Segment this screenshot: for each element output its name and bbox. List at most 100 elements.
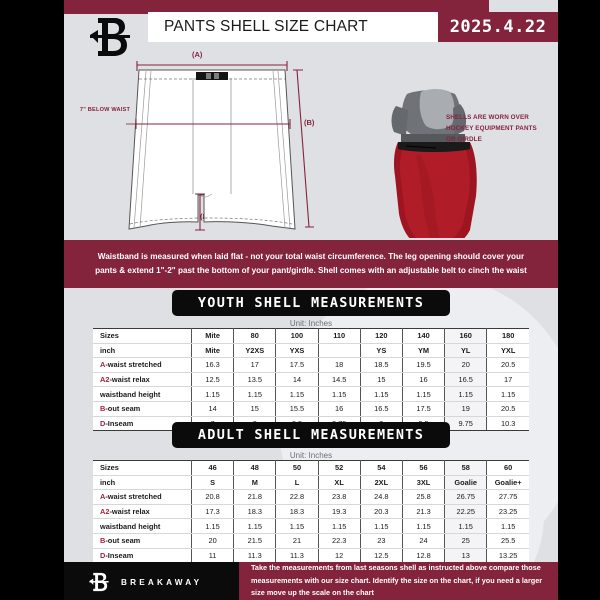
- table-cell: 1.15: [275, 518, 319, 534]
- breakaway-b-logo-icon: [89, 572, 109, 592]
- measurement-instructions-banner: Waistband is measured when laid flat - n…: [64, 240, 558, 288]
- table-row: A2-waist relax 17.3 18.3 18.3 19.3 20.3 21.3 22…: [93, 503, 529, 520]
- row-label: Sizes: [93, 460, 192, 476]
- row-label: waistband height: [93, 518, 192, 534]
- table-cell: 11: [190, 547, 235, 564]
- youth-table-body: Sizes Mite 80 100 110 120 140 160 180 inch Mite Y2X…: [93, 328, 529, 432]
- row-label-prefix: A: [100, 492, 106, 502]
- table-cell: 17: [486, 371, 529, 388]
- table-cell: 60: [486, 460, 529, 476]
- table-cell: 12.5: [359, 547, 403, 564]
- adult-section-title: ADULT SHELL MEASUREMENTS: [171, 422, 451, 448]
- table-row: D-Inseam 11 11.3 11.3 12 12.5 12.8 13 13.25: [93, 547, 529, 564]
- table-cell: 26.75: [444, 489, 488, 505]
- table-cell: Y2XS: [233, 342, 277, 359]
- table-cell: 21.8: [233, 489, 277, 505]
- callout-a-label: (A): [192, 50, 203, 59]
- breakaway-b-logo-icon: [90, 18, 130, 56]
- pants-diagram: 7" BELOW WAIST (A) (B) (C) (D): [64, 46, 558, 238]
- table-cell: 56: [401, 460, 446, 476]
- table-cell: 24.8: [359, 489, 403, 505]
- table-cell: 1.15: [359, 518, 403, 534]
- table-cell: 16.5: [359, 400, 403, 417]
- table-cell: 20: [190, 532, 235, 549]
- table-cell: 80: [233, 328, 277, 344]
- table-cell: 1.15: [444, 386, 488, 402]
- table-cell: 18.3: [233, 503, 277, 520]
- table-row: Sizes Mite 80 100 110 120 140 160 180: [93, 328, 529, 344]
- table-row: B-out seam 14 15 15.5 16 16.5 17.5 19 20.5: [93, 400, 529, 417]
- table-row: inch S M L XL 2XL 3XL Goalie Goalie+: [93, 474, 529, 491]
- adult-measurements-table: Sizes 46 48 50 52 54 56 58 60 inch S M L XL 2XL 3XL Goal…: [93, 460, 529, 564]
- table-cell: 1.15: [233, 386, 277, 402]
- table-cell: 21.3: [401, 503, 446, 520]
- footer-instructions-text: Take the measurements from last seasons …: [251, 563, 543, 598]
- table-cell: 17.5: [275, 357, 319, 373]
- row-label-prefix: B: [100, 404, 106, 414]
- table-cell: 19.3: [317, 503, 361, 520]
- adult-table-body: Sizes 46 48 50 52 54 56 58 60 inch S M L XL 2XL 3XL Goal…: [93, 460, 529, 564]
- table-cell: 13.25: [486, 547, 529, 564]
- row-label: B-out seam: [93, 400, 192, 417]
- shell-product-photo: [391, 89, 477, 238]
- row-label-prefix: D: [100, 418, 106, 428]
- page-title: PANTS SHELL SIZE CHART: [148, 12, 438, 42]
- youth-measurements-table: Sizes Mite 80 100 110 120 140 160 180 inch Mite Y2X…: [93, 328, 529, 432]
- row-label: A2-waist relax: [93, 371, 192, 388]
- pants-technical-drawing: [126, 61, 477, 238]
- footer-brand-name: BREAKAWAY: [121, 577, 203, 587]
- table-row: Sizes 46 48 50 52 54 56 58 60: [93, 460, 529, 476]
- table-cell: 1.15: [444, 518, 488, 534]
- table-cell: 12.5: [190, 371, 235, 388]
- table-cell: 25.8: [401, 489, 446, 505]
- table-cell: 46: [190, 460, 235, 476]
- table-cell: 23.25: [486, 503, 529, 520]
- table-cell: 21: [275, 532, 319, 549]
- row-label-prefix: A2: [100, 507, 110, 517]
- table-row: A-waist stretched 20.8 21.8 22.8 23.8 24.8 25.…: [93, 489, 529, 505]
- youth-unit-label: Unit: Inches: [289, 319, 333, 328]
- table-cell: 1.15: [275, 386, 319, 402]
- table-cell: 20.5: [486, 357, 529, 373]
- table-cell: 50: [275, 460, 319, 476]
- table-cell: 21.5: [233, 532, 277, 549]
- table-cell: Goalie+: [486, 474, 529, 491]
- table-cell: M: [233, 474, 277, 491]
- table-cell: 11.3: [275, 547, 319, 564]
- table-cell: 110: [317, 328, 361, 344]
- table-cell: 25.5: [486, 532, 529, 549]
- table-cell: 16: [317, 400, 361, 417]
- page-title-text: PANTS SHELL SIZE CHART: [164, 18, 368, 35]
- table-cell: 16: [401, 371, 446, 388]
- table-cell: Mite: [190, 342, 235, 359]
- table-cell: Goalie: [444, 474, 488, 491]
- table-cell: YM: [401, 342, 446, 359]
- table-cell: 22.8: [275, 489, 319, 505]
- table-row: B-out seam 20 21.5 21 22.3 23 24 25 25.5: [93, 532, 529, 549]
- row-label: D-Inseam: [93, 547, 192, 564]
- table-cell: 1.15: [190, 518, 235, 534]
- table-cell: 15: [359, 371, 403, 388]
- page-header: PANTS SHELL SIZE CHART 2025.4.22: [64, 12, 558, 56]
- table-row: waistband height 1.15 1.15 1.15 1.15 1.15 1.15…: [93, 518, 529, 534]
- row-label: A-waist stretched: [93, 357, 192, 373]
- row-label: D-Inseam: [93, 415, 192, 432]
- footer-brand: BREAKAWAY: [86, 570, 202, 594]
- table-cell: 23: [359, 532, 403, 549]
- revision-date-badge: 2025.4.22: [438, 12, 558, 42]
- table-cell: 18: [317, 357, 361, 373]
- table-cell: S: [190, 474, 235, 491]
- table-cell: XL: [317, 474, 361, 491]
- row-label: inch: [93, 474, 192, 491]
- table-cell: 17.5: [401, 400, 446, 417]
- table-cell: 3XL: [401, 474, 446, 491]
- footer-instructions: Take the measurements from last seasons …: [239, 562, 558, 600]
- table-cell: 20.8: [190, 489, 235, 505]
- table-cell: 14.5: [317, 371, 361, 388]
- table-row: waistband height 1.15 1.15 1.15 1.15 1.15 1.15…: [93, 386, 529, 402]
- table-cell: 18.3: [275, 503, 319, 520]
- header-accent-bar: [64, 0, 489, 14]
- youth-section-title: YOUTH SHELL MEASUREMENTS: [171, 290, 451, 316]
- table-cell: 10.3: [486, 415, 529, 432]
- table-cell: L: [275, 474, 319, 491]
